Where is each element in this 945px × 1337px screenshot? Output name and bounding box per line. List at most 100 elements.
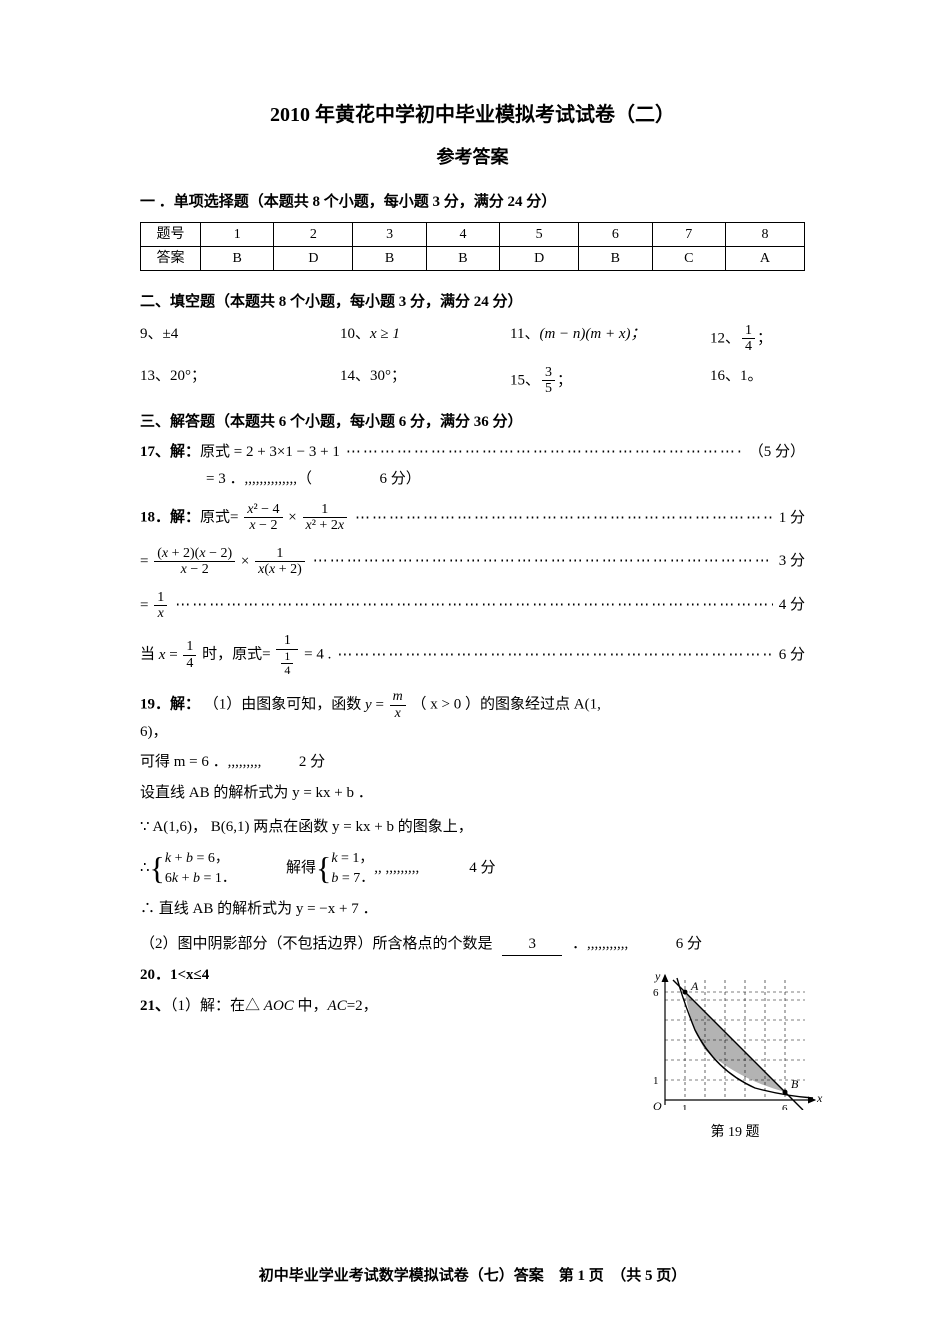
q18-line3: = 1x ⋯⋯⋯⋯⋯⋯⋯⋯⋯⋯⋯⋯⋯⋯⋯⋯⋯⋯⋯⋯⋯⋯⋯⋯⋯⋯⋯⋯⋯⋯⋯⋯⋯⋯⋯… [140, 590, 805, 622]
q18-line4: 当 x = 14 时，原式= 114 = 4 . ⋯⋯⋯⋯⋯⋯⋯⋯⋯⋯⋯⋯⋯⋯⋯… [140, 633, 805, 677]
q19-p4t: ∵ A(1,6)， B(6,1) 两点在函数 y = kx + b 的图象上， [140, 819, 473, 835]
qnum: 7 [652, 222, 725, 246]
q17-score2: 6 分） [379, 471, 420, 487]
q18-score1: 1 分 [779, 507, 805, 530]
q19-p4s: 4 分 [469, 857, 495, 880]
frac-m: mx [390, 689, 406, 721]
fill-row-1: 9、±4 10、x ≥ 1 11、(m − n)(m + x)； 12、14； [140, 323, 805, 355]
q19-p5t: ∴ 直线 AB 的解析式为 y = −x + 7 ． [140, 901, 377, 917]
dotted-line: ⋯⋯⋯⋯⋯⋯⋯⋯⋯⋯⋯⋯⋯⋯⋯⋯⋯⋯⋯⋯⋯⋯⋯⋯⋯⋯⋯⋯⋯⋯⋯⋯⋯⋯ [337, 644, 772, 667]
q18-score3: 3 分 [779, 550, 805, 573]
blank-fill: 3 [502, 933, 562, 957]
page-footer: 初中毕业学业考试数学模拟试卷（七）答案 第 1 页 （共 5 页） [0, 1265, 945, 1288]
fn: 15、 [510, 372, 540, 388]
fn: 10、 [340, 326, 370, 342]
q19-system: ∴ { k + b = 6，6k + b = 1． 解得 { k = 1，b =… [140, 849, 640, 888]
section1-heading: 一 ．单项选择题（本题共 8 个小题，每小题 3 分，满分 24 分） [140, 191, 805, 214]
frac-6: 14 [183, 639, 196, 671]
ans: D [274, 246, 353, 270]
q21-text: （1）解：在△ AOC 中，AC=2， [170, 998, 378, 1014]
q18-label: 18．解： [140, 509, 200, 525]
fv: 30°； [370, 368, 406, 384]
q19-p1: 19．解： （1）由图象可知，函数 y = mx （ x > 0 ）的图象经过点… [140, 689, 620, 743]
section3-heading: 三、解答题（本题共 6 个小题，每小题 6 分，满分 36 分） [140, 411, 805, 434]
ans: B [426, 246, 499, 270]
q19-p6s: 6 分 [676, 936, 702, 952]
dotted-line: ⋯⋯⋯⋯⋯⋯⋯⋯⋯⋯⋯⋯⋯⋯⋯⋯⋯⋯⋯⋯⋯⋯⋯⋯⋯⋯⋯⋯⋯⋯⋯⋯⋯⋯ [313, 550, 773, 573]
graph-svg: x y O A B 6 1 1 6 [645, 970, 825, 1110]
ans: B [579, 246, 652, 270]
num: 3 [542, 365, 555, 381]
qnum: 2 [274, 222, 353, 246]
svg-text:A: A [690, 979, 699, 993]
dotted-line: ⋯⋯⋯⋯⋯⋯⋯⋯⋯⋯⋯⋯⋯⋯⋯⋯⋯⋯⋯⋯⋯⋯⋯⋯⋯⋯⋯⋯⋯⋯⋯⋯⋯⋯⋯⋯⋯⋯⋯⋯… [175, 594, 773, 617]
q19-p2t: 可得 m = 6 ．,,,,,,,,, [140, 754, 261, 770]
frac-5: 1x [154, 590, 167, 622]
eq4: = 4 . [304, 647, 331, 663]
dotted-line: ⋯⋯⋯⋯⋯⋯⋯⋯⋯⋯⋯⋯⋯⋯⋯⋯⋯⋯⋯⋯⋯⋯⋯⋯⋯⋯⋯⋯⋯⋯⋯⋯⋯⋯⋯ [346, 441, 743, 464]
q19-label: 19．解： [140, 697, 200, 713]
qnum: 6 [579, 222, 652, 246]
q19-graph: x y O A B 6 1 1 6 第 19 题 [645, 970, 825, 1130]
frac-4: 1x(x + 2) [255, 546, 305, 578]
q19-p1a: （1）由图象可知，函数 [204, 697, 362, 713]
fn: 11、 [510, 326, 539, 342]
ans: B [353, 246, 426, 270]
q18-intro: 原式= [200, 509, 238, 525]
q20-text: 20．1<x≤4 [140, 967, 209, 983]
fv: 1。 [740, 368, 763, 384]
ans: B [201, 246, 274, 270]
q18-line2: = (x + 2)(x − 2)x − 2 × 1x(x + 2) ⋯⋯⋯⋯⋯⋯… [140, 546, 805, 578]
q18-score4: 4 分 [779, 594, 805, 617]
graph-caption: 第 19 题 [645, 1122, 825, 1143]
fv-frac: 35 [542, 365, 555, 397]
svg-text:6: 6 [653, 987, 659, 999]
q19-p3t: 设直线 AB 的解析式为 y = kx + b ． [140, 785, 373, 801]
svg-text:x: x [816, 1091, 823, 1105]
fv: (m − n)(m + x)； [539, 326, 645, 342]
row-label: 题号 [141, 222, 201, 246]
svg-text:1: 1 [682, 1103, 688, 1110]
q19-p4: ∵ A(1,6)， B(6,1) 两点在函数 y = kx + b 的图象上， [140, 816, 620, 839]
svg-text:O: O [653, 1099, 662, 1110]
q17-line1: 17、解：原式 = 2 + 3×1 − 3 + 1 ⋯⋯⋯⋯⋯⋯⋯⋯⋯⋯⋯⋯⋯⋯… [140, 441, 805, 464]
ans: A [725, 246, 804, 270]
q19-p6c: ．,,,,,,,,,,, [572, 936, 628, 952]
svg-text:B: B [791, 1077, 799, 1091]
q19-p2s: 2 分 [299, 754, 325, 770]
q17-label: 17、解： [140, 444, 200, 460]
dotted-line: ⋯⋯⋯⋯⋯⋯⋯⋯⋯⋯⋯⋯⋯⋯⋯⋯⋯⋯⋯⋯⋯⋯⋯⋯⋯⋯⋯⋯⋯⋯⋯⋯⋯⋯ [355, 507, 773, 530]
fill-row-2: 13、20°； 14、30°； 15、35； 16、1。 [140, 365, 805, 397]
when: 当 [140, 647, 155, 663]
svg-text:1: 1 [653, 1075, 659, 1087]
q19-p3: 设直线 AB 的解析式为 y = kx + b ． [140, 782, 620, 805]
frac-2: 1x² + 2x [303, 502, 348, 534]
qnum: 4 [426, 222, 499, 246]
ans: C [652, 246, 725, 270]
suf: ； [557, 372, 572, 388]
solve: 解得 [286, 857, 316, 880]
ans-label: 答案 [141, 246, 201, 270]
qnum: 3 [353, 222, 426, 246]
fv: 20°； [170, 368, 206, 384]
section2-heading: 二、填空题（本题共 8 个小题，每小题 3 分，满分 24 分） [140, 291, 805, 314]
qnum: 5 [500, 222, 579, 246]
q19-p2: 可得 m = 6 ．,,,,,,,,, 2 分 [140, 751, 620, 774]
when2: 时，原式= [202, 647, 270, 663]
answer-table: 题号 1 2 3 4 5 6 7 8 答案 B D B B D B C A [140, 222, 805, 271]
qnum: 8 [725, 222, 804, 246]
q17-score1: （5 分） [749, 441, 805, 464]
fv: x ≥ 1 [370, 326, 400, 342]
frac-7: 114 [276, 633, 298, 677]
fn: 13、 [140, 368, 170, 384]
page-subtitle: 参考答案 [140, 144, 805, 171]
q19-p5: ∴ 直线 AB 的解析式为 y = −x + 7 ． [140, 898, 620, 921]
fv: ±4 [163, 326, 179, 342]
den: 5 [542, 381, 555, 396]
q19-p6: （2）图中阴影部分（不包括边界）所含格点的个数是 3 ．,,,,,,,,,,, … [140, 933, 805, 957]
q19-p6a: （2）图中阴影部分（不包括边界）所含格点的个数是 [140, 936, 493, 952]
ans: D [500, 246, 579, 270]
q18-score6: 6 分 [779, 644, 805, 667]
suf: ； [757, 330, 772, 346]
fn: 16、 [710, 368, 740, 384]
